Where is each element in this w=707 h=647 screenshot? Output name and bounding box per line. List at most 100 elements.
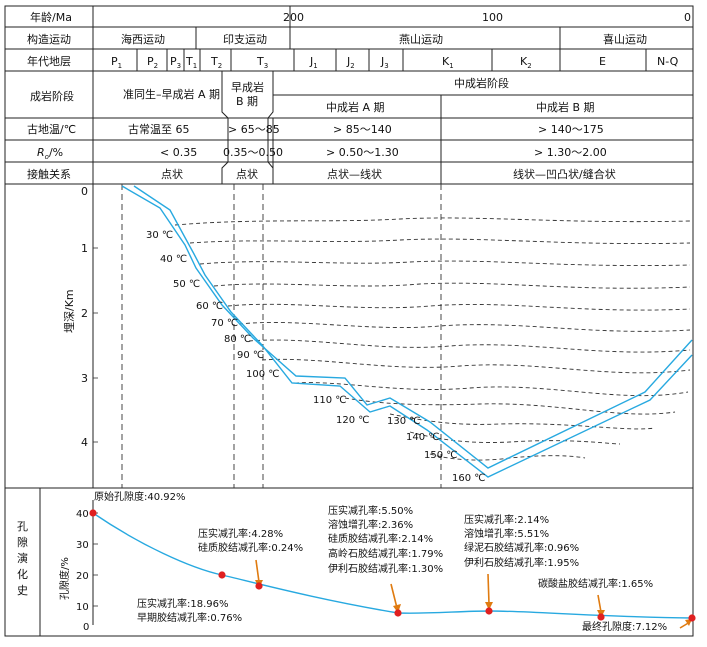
ann-c-3: 硅质胶结减孔率:2.14% [328, 532, 433, 545]
temp-label: 古地温/℃ [27, 123, 76, 136]
diagenesis-middle: 中成岩阶段 [454, 76, 509, 90]
stratum-k1: K1 [442, 55, 454, 70]
ann-c-2: 溶蚀增孔率:2.36% [328, 518, 413, 531]
header-texts: 年龄/Ma 200 100 0 构造运动 海西运动 印支运动 燕山运动 喜山运动… [27, 10, 691, 181]
porosity-point-3 [255, 582, 263, 590]
porosity-side-4: 化 [17, 567, 28, 581]
contact-stage2: 点状 [236, 167, 258, 181]
stratum-j1: J1 [309, 55, 318, 70]
porosity-point-2 [218, 571, 226, 579]
ann-b-2: 硅质胶结减孔率:0.24% [198, 541, 303, 554]
contact-label: 接触关系 [27, 167, 71, 181]
isotherm-150: 150 ℃ [424, 450, 458, 461]
porosity-point-initial [89, 509, 97, 517]
ann-final: 最终孔隙度:7.12% [582, 620, 667, 633]
ann-early-2: 早期胶结减孔率:0.76% [137, 611, 242, 624]
diagenesis-label: 成岩阶段 [30, 89, 74, 103]
ro-stage1: < 0.35 [160, 146, 197, 159]
temp-middle-b: > 140～175 [538, 123, 604, 136]
ann-d-3: 绿泥石胶结减孔率:0.96% [464, 541, 579, 554]
ann-e: 碳酸盐胶结减孔率:1.65% [538, 577, 653, 590]
depth-tick-3: 3 [81, 372, 88, 385]
age-tick-200: 200 [283, 11, 304, 24]
burial-panel: 0 1 2 3 4 埋深/Km 30 ℃ 40 ℃ 50 ℃ 60 ℃ 70 ℃ [63, 184, 693, 488]
porosity-tick-0: 0 [83, 622, 89, 633]
isotherm-90: 90 ℃ [237, 350, 264, 361]
contact-middle-b: 线状—凹凸状/缝合状 [513, 167, 616, 181]
isotherm-50: 50 ℃ [173, 279, 200, 290]
stratum-p1: P1 [111, 55, 122, 70]
porosity-arrows [255, 559, 692, 629]
depth-tick-0: 0 [81, 185, 88, 198]
temp-stage1: 古常温至 65 [128, 123, 190, 136]
ann-b-1: 压实减孔率:4.28% [198, 527, 283, 540]
isotherm-120: 120 ℃ [336, 415, 370, 426]
isotherm-110: 110 ℃ [313, 395, 347, 406]
ann-d-4: 伊利石胶结减孔率:1.95% [464, 556, 579, 569]
isotherm-130: 130 ℃ [387, 416, 421, 427]
ann-c-5: 伊利石胶结减孔率:1.30% [328, 562, 443, 575]
ro-middle-a: > 0.50～1.30 [326, 146, 399, 159]
isotherm-140: 140 ℃ [406, 432, 440, 443]
strata-label: 年代地层 [27, 54, 71, 68]
stratum-nq: N-Q [657, 55, 679, 68]
ann-c-4: 高岭石胶结减孔率:1.79% [328, 547, 443, 560]
ro-sub: o [45, 153, 49, 161]
depth-tick-4: 4 [81, 436, 88, 449]
stratum-j2: J2 [346, 55, 355, 70]
ann-c-1: 压实减孔率:5.50% [328, 504, 413, 517]
stratum-k2: K2 [520, 55, 532, 70]
stratum-t2: T2 [210, 55, 222, 70]
stratum-p3: P3 [170, 55, 181, 70]
burial-curve-lower [133, 185, 693, 478]
porosity-tick-40: 40 [76, 509, 89, 520]
isotherm-30: 30 ℃ [146, 230, 173, 241]
stratum-j3: J3 [380, 55, 389, 70]
orogeny-label: 构造运动 [27, 32, 71, 46]
ro-tail: /% [49, 146, 63, 159]
stratum-t1: T1 [185, 55, 197, 70]
ro-stage2: 0.35～0.50 [223, 146, 283, 159]
age-tick-0: 0 [684, 11, 691, 24]
orogeny-indosinian: 印支运动 [223, 33, 267, 46]
porosity-side-5: 史 [17, 584, 28, 597]
porosity-point-final [688, 614, 696, 622]
diagenesis-middle-a: 中成岩 A 期 [326, 100, 385, 114]
isotherm-40: 40 ℃ [160, 254, 187, 265]
ro-middle-b: > 1.30～2.00 [534, 146, 607, 159]
temp-middle-a: > 85～140 [333, 123, 392, 136]
porosity-panel: 孔 隙 演 化 史 孔隙度/% 40 30 20 10 0 [17, 490, 696, 633]
stratum-p2: P2 [147, 55, 158, 70]
temp-stage2: > 65～85 [228, 123, 280, 136]
table-grid [4, 5, 694, 637]
depth-tick-1: 1 [81, 242, 88, 255]
porosity-side-3: 演 [17, 551, 28, 565]
porosity-side-2: 隙 [17, 535, 28, 549]
ann-initial: 原始孔隙度:40.92% [94, 490, 186, 503]
orogeny-himalayan: 喜山运动 [603, 33, 647, 46]
ann-early-1: 压实减孔率:18.96% [137, 597, 229, 610]
strata-labels: P1 P2 P3 T1 T2 T3 J1 J2 J3 K1 K2 E N-Q [111, 55, 679, 70]
diagenesis-middle-b: 中成岩 B 期 [536, 100, 595, 114]
ann-d-1: 压实减孔率:2.14% [464, 513, 549, 526]
orogeny-hercynian: 海西运动 [121, 32, 165, 46]
porosity-point-6 [597, 613, 605, 621]
porosity-point-5 [485, 607, 493, 615]
porosity-tick-20: 20 [76, 571, 89, 582]
burial-curve-upper [121, 185, 693, 469]
contact-stage1: 点状 [161, 167, 183, 181]
porosity-axis-label: 孔隙度/% [58, 557, 71, 600]
stratum-t3: T3 [256, 55, 268, 70]
porosity-point-4 [394, 609, 402, 617]
age-tick-100: 100 [482, 11, 503, 24]
diagenesis-stage2-line1: 早成岩 [231, 80, 264, 94]
diagenesis-stage1: 准同生–早成岩 A 期 [123, 87, 220, 101]
ro-main: R [37, 146, 45, 159]
porosity-tick-10: 10 [76, 602, 89, 613]
stratum-e: E [599, 55, 606, 68]
contact-middle-a: 点状—线状 [327, 167, 382, 181]
age-label: 年龄/Ma [30, 10, 72, 24]
porosity-tick-30: 30 [76, 540, 89, 551]
